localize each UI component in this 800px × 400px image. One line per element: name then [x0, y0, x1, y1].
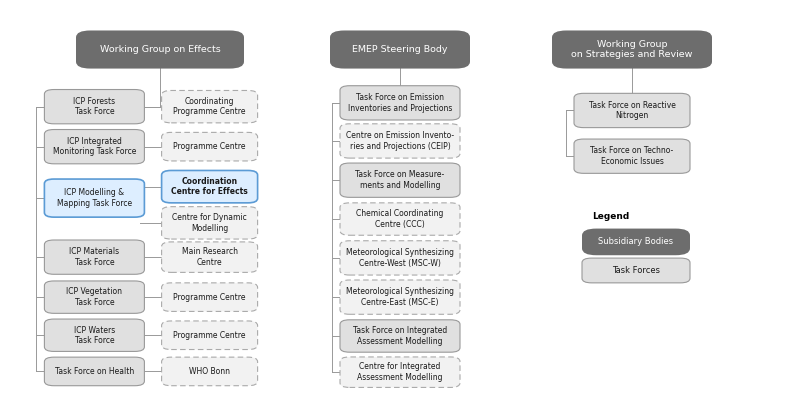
- FancyBboxPatch shape: [340, 86, 460, 120]
- FancyBboxPatch shape: [340, 124, 460, 158]
- FancyBboxPatch shape: [582, 228, 690, 255]
- Text: Task Force on Measure-
ments and Modelling: Task Force on Measure- ments and Modelli…: [355, 170, 445, 190]
- Text: ICP Vegetation
Task Force: ICP Vegetation Task Force: [66, 288, 122, 307]
- FancyBboxPatch shape: [340, 163, 460, 197]
- FancyBboxPatch shape: [340, 203, 460, 235]
- Text: Task Force on Techno-
Economic Issues: Task Force on Techno- Economic Issues: [590, 146, 674, 166]
- FancyBboxPatch shape: [340, 357, 460, 388]
- FancyBboxPatch shape: [162, 170, 258, 203]
- FancyBboxPatch shape: [44, 179, 145, 217]
- Text: Coordination
Centre for Effects: Coordination Centre for Effects: [171, 177, 248, 196]
- FancyBboxPatch shape: [44, 281, 145, 313]
- FancyBboxPatch shape: [340, 241, 460, 275]
- FancyBboxPatch shape: [162, 321, 258, 350]
- Text: ICP Integrated
Monitoring Task Force: ICP Integrated Monitoring Task Force: [53, 137, 136, 156]
- Text: ICP Modelling &
Mapping Task Force: ICP Modelling & Mapping Task Force: [57, 188, 132, 208]
- Text: Working Group on Effects: Working Group on Effects: [100, 45, 220, 54]
- FancyBboxPatch shape: [582, 258, 690, 283]
- FancyBboxPatch shape: [44, 357, 145, 386]
- FancyBboxPatch shape: [340, 320, 460, 352]
- Text: Subsidiary Bodies: Subsidiary Bodies: [598, 238, 674, 246]
- FancyBboxPatch shape: [162, 90, 258, 123]
- Text: EMEP Steering Body: EMEP Steering Body: [352, 45, 448, 54]
- Text: Meteorological Synthesizing
Centre-West (MSC-W): Meteorological Synthesizing Centre-West …: [346, 248, 454, 268]
- Text: Main Research
Centre: Main Research Centre: [182, 248, 238, 267]
- FancyBboxPatch shape: [162, 242, 258, 272]
- FancyBboxPatch shape: [574, 139, 690, 173]
- Text: Task Force on Health: Task Force on Health: [54, 367, 134, 376]
- FancyBboxPatch shape: [76, 30, 244, 68]
- Text: Task Forces: Task Forces: [612, 266, 660, 275]
- Text: Programme Centre: Programme Centre: [174, 331, 246, 340]
- Text: Working Group
on Strategies and Review: Working Group on Strategies and Review: [571, 40, 693, 59]
- Text: Meteorological Synthesizing
Centre-East (MSC-E): Meteorological Synthesizing Centre-East …: [346, 288, 454, 307]
- Text: Centre for Integrated
Assessment Modelling: Centre for Integrated Assessment Modelli…: [358, 362, 442, 382]
- FancyBboxPatch shape: [162, 283, 258, 312]
- FancyBboxPatch shape: [162, 207, 258, 239]
- FancyBboxPatch shape: [44, 90, 145, 124]
- FancyBboxPatch shape: [330, 30, 470, 68]
- FancyBboxPatch shape: [552, 30, 712, 68]
- Text: Programme Centre: Programme Centre: [174, 142, 246, 151]
- Text: WHO Bonn: WHO Bonn: [189, 367, 230, 376]
- Text: ICP Waters
Task Force: ICP Waters Task Force: [74, 326, 115, 345]
- FancyBboxPatch shape: [44, 240, 145, 274]
- Text: Programme Centre: Programme Centre: [174, 293, 246, 302]
- Text: Task Force on Emission
Inventories and Projections: Task Force on Emission Inventories and P…: [348, 93, 452, 112]
- Text: ICP Forests
Task Force: ICP Forests Task Force: [74, 97, 115, 116]
- FancyBboxPatch shape: [44, 319, 145, 352]
- Text: Coordinating
Programme Centre: Coordinating Programme Centre: [174, 97, 246, 116]
- FancyBboxPatch shape: [162, 357, 258, 386]
- Text: Centre on Emission Invento-
ries and Projections (CEIP): Centre on Emission Invento- ries and Pro…: [346, 131, 454, 151]
- FancyBboxPatch shape: [162, 132, 258, 161]
- Text: Task Force on Reactive
Nitrogen: Task Force on Reactive Nitrogen: [589, 101, 675, 120]
- FancyBboxPatch shape: [574, 93, 690, 128]
- FancyBboxPatch shape: [340, 280, 460, 314]
- Text: Chemical Coordinating
Centre (CCC): Chemical Coordinating Centre (CCC): [356, 209, 444, 229]
- Text: Task Force on Integrated
Assessment Modelling: Task Force on Integrated Assessment Mode…: [353, 326, 447, 346]
- Text: Legend: Legend: [592, 212, 630, 221]
- Text: Centre for Dynamic
Modelling: Centre for Dynamic Modelling: [172, 213, 247, 232]
- FancyBboxPatch shape: [44, 130, 145, 164]
- Text: ICP Materials
Task Force: ICP Materials Task Force: [70, 248, 119, 267]
